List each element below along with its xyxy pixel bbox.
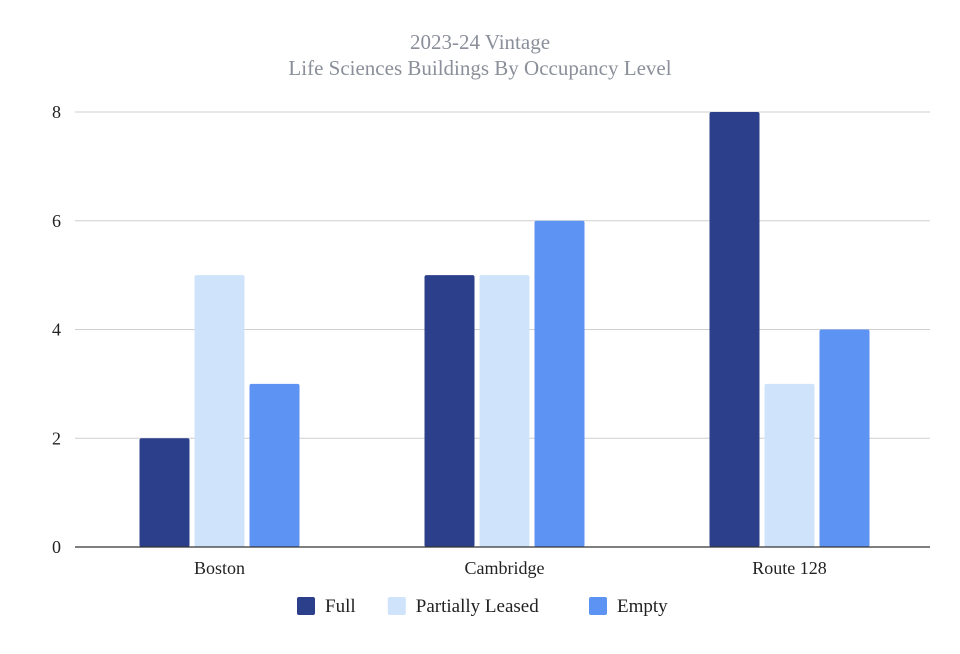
x-tick-label: Cambridge (465, 558, 545, 578)
chart-title-line-1: 2023-24 Vintage (409, 30, 551, 54)
y-tick-label: 6 (52, 211, 61, 231)
legend-swatch (297, 597, 315, 615)
y-tick-label: 0 (52, 537, 61, 557)
y-tick-label: 2 (52, 428, 61, 448)
bar (819, 329, 870, 547)
bar (479, 275, 530, 547)
y-tick-label: 8 (52, 102, 61, 122)
y-tick-label: 4 (52, 320, 61, 340)
x-tick-label: Route 128 (752, 558, 827, 578)
bar (249, 383, 300, 547)
legend-label: Empty (617, 596, 668, 617)
bar (139, 438, 190, 547)
bar (764, 383, 815, 547)
x-tick-label: Boston (194, 558, 245, 578)
bar (424, 275, 475, 547)
legend-swatch (589, 597, 607, 615)
bar (194, 275, 245, 547)
legend-label: Full (325, 596, 356, 617)
bar (709, 112, 760, 547)
chart-title-line-2: Life Sciences Buildings By Occupancy Lev… (288, 56, 672, 80)
legend-swatch (387, 597, 406, 615)
bar (534, 220, 585, 547)
legend-label: Partially Leased (416, 596, 539, 617)
